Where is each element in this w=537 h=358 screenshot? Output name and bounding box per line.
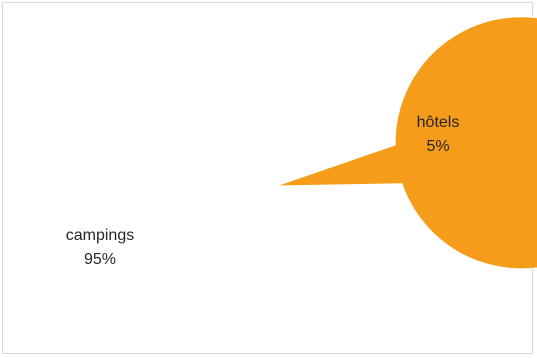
slice-label-hotels-percent: 5%: [426, 138, 449, 155]
slice-label-hotels-name: hôtels: [417, 114, 460, 131]
pie-slice-campings: [275, 16, 537, 270]
slice-label-campings-name: campings: [66, 227, 134, 244]
pie-slices: [275, 16, 537, 270]
slice-label-campings-percent: 95%: [84, 251, 116, 268]
